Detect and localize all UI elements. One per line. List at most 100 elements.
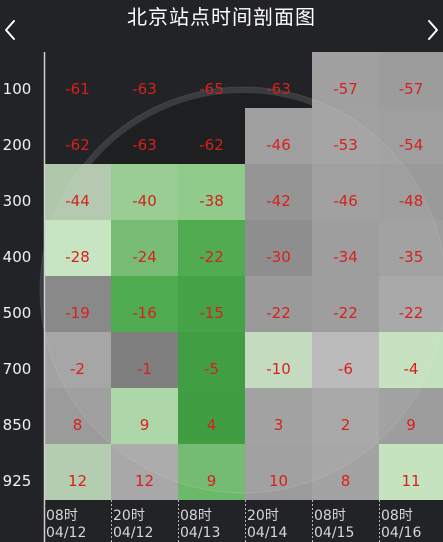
cell-value: -57 <box>399 80 424 98</box>
heatmap-cell <box>312 164 379 220</box>
cell-value: -35 <box>399 248 424 266</box>
cell-value: 8 <box>341 472 351 490</box>
heatmap-cell <box>312 108 379 164</box>
cell-value: -61 <box>65 80 90 98</box>
cell-value: 2 <box>341 416 351 434</box>
heatmap-cell <box>245 276 312 332</box>
heatmap-cell <box>44 164 111 220</box>
heatmap-cell <box>245 220 312 276</box>
chevron-left-icon <box>5 20 15 40</box>
heatmap-cell <box>379 220 443 276</box>
x-tick-date-label: 04/12 <box>113 525 153 541</box>
heatmap-cell <box>44 388 111 444</box>
cells-layer <box>44 52 443 500</box>
heatmap-cell <box>178 164 245 220</box>
chevron-right-icon <box>428 20 438 40</box>
x-tick-time-label: 08时 <box>180 508 212 524</box>
cell-value: -1 <box>137 360 152 378</box>
x-tick-time-label: 08时 <box>46 508 78 524</box>
cell-value: -19 <box>65 304 90 322</box>
heatmap-cell <box>312 332 379 388</box>
cell-value: -57 <box>333 80 358 98</box>
y-tick-label: 200 <box>3 136 32 154</box>
heatmap-cell <box>44 332 111 388</box>
cell-value: -62 <box>65 136 90 154</box>
heatmap-cell <box>178 388 245 444</box>
cell-value: 12 <box>135 472 154 490</box>
cell-value: -34 <box>333 248 358 266</box>
cell-value: -54 <box>399 136 424 154</box>
heatmap-cell <box>178 220 245 276</box>
cell-value: -46 <box>333 192 358 210</box>
heatmap-cell <box>379 52 443 108</box>
x-tick-time-label: 20时 <box>247 508 279 524</box>
heatmap-cell <box>379 332 443 388</box>
x-tick-date-label: 04/12 <box>46 525 86 541</box>
heatmap-cell <box>245 444 312 500</box>
cell-value: -63 <box>132 80 157 98</box>
heatmap-cell <box>111 332 178 388</box>
cell-value: -48 <box>399 192 424 210</box>
heatmap-cell <box>111 220 178 276</box>
y-tick-label: 400 <box>3 248 32 266</box>
heatmap-cell <box>178 444 245 500</box>
heatmap-cell <box>111 388 178 444</box>
cell-value: -42 <box>266 192 291 210</box>
cell-value: -6 <box>338 360 353 378</box>
cell-value: -40 <box>132 192 157 210</box>
y-tick-label: 100 <box>3 80 32 98</box>
x-tick-date-label: 04/16 <box>381 525 421 541</box>
y-tick-label: 300 <box>3 192 32 210</box>
cell-value: -4 <box>404 360 419 378</box>
x-tick-time-label: 08时 <box>381 508 413 524</box>
y-tick-label: 700 <box>3 360 32 378</box>
heatmap-cell <box>379 108 443 164</box>
prev-button[interactable] <box>1 16 21 44</box>
heatmap-cell <box>44 220 111 276</box>
heatmap-cell <box>44 276 111 332</box>
cell-value: -2 <box>70 360 85 378</box>
y-tick-label: 850 <box>3 416 32 434</box>
next-button[interactable] <box>422 16 442 44</box>
x-tick-time-label: 08时 <box>314 508 346 524</box>
heatmap-cell <box>245 108 312 164</box>
x-tick-date-label: 04/14 <box>247 525 287 541</box>
heatmap-cell <box>312 276 379 332</box>
cell-value: 9 <box>406 416 416 434</box>
x-tick-date-label: 04/15 <box>314 525 354 541</box>
globe-overlay <box>39 86 443 494</box>
heatmap-cell <box>379 164 443 220</box>
heatmap-cell <box>379 388 443 444</box>
cell-value: 9 <box>207 472 217 490</box>
cell-value: 12 <box>68 472 87 490</box>
heatmap-cell <box>178 276 245 332</box>
cell-value: 10 <box>269 472 288 490</box>
cell-value: -24 <box>132 248 157 266</box>
heatmap-cell <box>379 276 443 332</box>
cell-value: -38 <box>199 192 224 210</box>
cell-value: -62 <box>199 136 224 154</box>
x-tick-date-label: 04/13 <box>180 525 220 541</box>
cell-value: 11 <box>401 472 420 490</box>
cell-value: -22 <box>266 304 291 322</box>
heatmap-cell <box>312 388 379 444</box>
cell-value: -28 <box>65 248 90 266</box>
heatmap-cell <box>379 444 443 500</box>
y-tick-label: 925 <box>3 472 32 490</box>
heatmap-cell <box>44 444 111 500</box>
x-tick-time-label: 20时 <box>113 508 145 524</box>
axes-layer <box>43 52 380 542</box>
cell-value: -46 <box>266 136 291 154</box>
cell-value: -53 <box>333 136 358 154</box>
cell-value: -22 <box>333 304 358 322</box>
cell-value: 9 <box>140 416 150 434</box>
cell-value: -63 <box>266 80 291 98</box>
heatmap-cell <box>178 332 245 388</box>
cell-value: -5 <box>204 360 219 378</box>
cell-value: 3 <box>274 416 284 434</box>
heatmap-cell <box>312 52 379 108</box>
y-tick-label: 500 <box>3 304 32 322</box>
cell-value: -16 <box>132 304 157 322</box>
